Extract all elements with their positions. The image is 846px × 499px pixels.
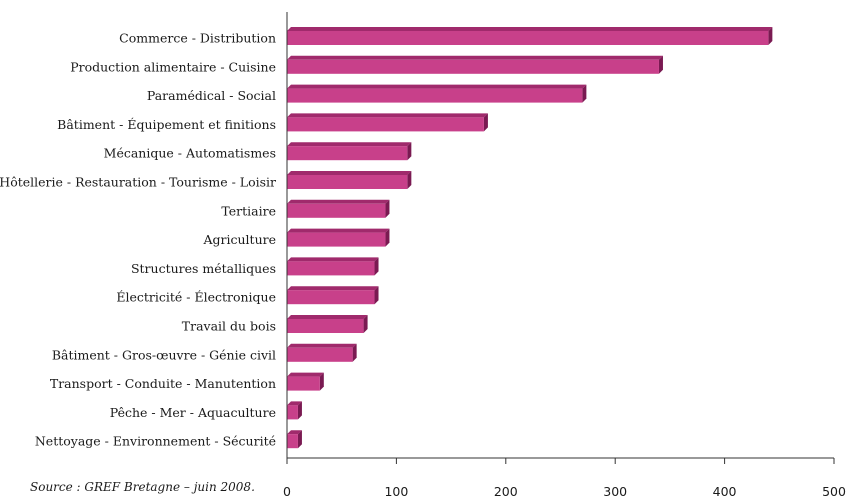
bar-top-face [287,55,663,60]
bar-side-face [582,84,587,103]
bar [287,343,357,362]
bar-top-face [287,286,379,291]
bar-top-face [287,113,488,118]
bar-side-face [658,55,663,74]
bar-front-face [287,232,386,247]
bar [287,171,412,189]
bar-top-face [287,343,357,348]
bar-side-face [352,343,357,362]
bar-front-face [287,31,769,45]
category-label: Hôtellerie - Restauration - Tourisme - L… [0,175,276,190]
bars-group [287,27,773,449]
bar-front-face [287,88,583,103]
bar [287,372,324,391]
category-label: Structures métalliques [131,261,276,276]
bar-side-face [374,257,379,276]
bar-top-face [287,27,773,31]
category-label: Tertiaire [221,203,276,218]
bar-front-face [287,261,375,276]
bar-front-face [287,290,375,305]
x-tick-label: 500 [822,484,846,499]
bar-side-face [319,372,324,391]
x-tick-label: 0 [283,484,291,499]
category-label: Transport - Conduite - Manutention [50,376,276,391]
bar-front-face [287,203,386,218]
x-tick-label: 200 [494,484,518,499]
bar-side-face [385,228,390,247]
bar-top-face [287,315,368,319]
x-tick-label: 100 [384,484,408,499]
bar-top-face [287,84,587,89]
bar-top-face [287,401,302,406]
bar [287,286,379,305]
bar-top-face [287,171,412,175]
bar-side-face [385,199,390,218]
bar-front-face [287,117,484,132]
bar [287,27,773,45]
bar-top-face [287,372,324,377]
bar-front-face [287,347,353,362]
category-label: Mécanique - Automatismes [104,146,276,161]
bar [287,199,390,218]
bar [287,228,390,247]
bar-front-face [287,405,298,420]
bar-side-face [483,113,488,132]
bar-side-face [363,315,368,333]
bar-top-face [287,430,302,435]
category-label: Agriculture [203,232,277,247]
category-label: Bâtiment - Gros-œuvre - Génie civil [52,347,276,362]
source-note: Source : GREF Bretagne – juin 2008. [30,480,255,494]
bar [287,142,412,161]
axes [286,12,835,464]
bar-front-face [287,319,364,333]
bar-side-face [297,430,302,449]
category-label: Bâtiment - Équipement et finitions [57,117,276,132]
category-label: Électricité - Électronique [116,290,276,305]
bar-side-face [374,286,379,305]
bar [287,401,302,420]
x-tick-label: 300 [603,484,627,499]
category-label: Paramédical - Social [147,88,276,103]
bar [287,430,302,449]
category-label: Nettoyage - Environnement - Sécurité [35,434,276,449]
bar-top-face [287,142,412,147]
bar [287,257,379,276]
bar [287,113,488,132]
bar-side-face [297,401,302,420]
category-label: Production alimentaire - Cuisine [70,59,276,74]
category-label: Commerce - Distribution [119,31,276,46]
bar-front-face [287,175,408,189]
bar [287,84,587,103]
bar-side-face [407,171,412,189]
x-tick-label: 400 [713,484,737,499]
bar [287,55,663,74]
bar [287,315,368,333]
bar-front-face [287,434,298,449]
bar-front-face [287,376,320,391]
x-tick-labels: 0 100 200 300 400 500 [283,484,846,499]
category-labels: Commerce - Distribution Production alimen… [0,31,276,449]
bar-front-face [287,59,659,74]
bar-top-face [287,257,379,262]
bar-top-face [287,199,390,204]
category-label: Pêche - Mer - Aquaculture [110,405,276,420]
bar-front-face [287,146,408,161]
category-label: Travail du bois [182,319,276,334]
bar-side-face [768,27,773,45]
bar-top-face [287,228,390,233]
bar-side-face [407,142,412,161]
